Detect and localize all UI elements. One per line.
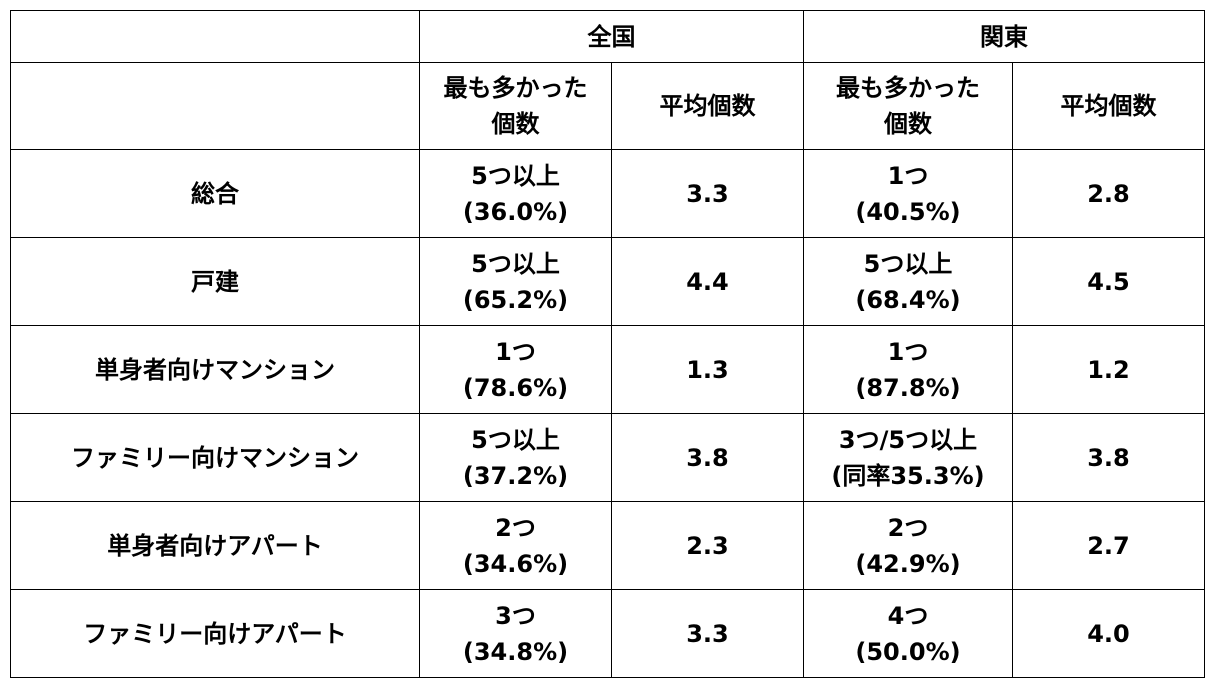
table-row: ファミリー向けマンション 5つ以上 (37.2%) 3.8 3つ/5つ以上 (同…	[10, 413, 1205, 502]
row-label: 単身者向けアパート	[10, 501, 420, 590]
kanto-average-cell: 1.2	[1012, 325, 1205, 414]
national-most-percent: (36.0%)	[462, 197, 569, 226]
column-header-most-line2: 個数	[884, 110, 932, 138]
column-header-national-most: 最も多かった 個数	[419, 62, 612, 150]
national-most-percent: (34.6%)	[462, 549, 569, 578]
kanto-most-percent: (40.5%)	[855, 197, 961, 226]
table-row: 戸建 5つ以上 (65.2%) 4.4 5つ以上 (68.4%) 4.5	[10, 237, 1205, 326]
row-label: 総合	[10, 149, 420, 238]
kanto-average-cell: 2.8	[1012, 149, 1205, 238]
column-header-row: 最も多かった 個数 平均個数 最も多かった 個数 平均個数	[10, 62, 1205, 150]
national-most-cell: 5つ以上 (36.0%)	[419, 149, 612, 238]
national-average-cell: 4.4	[611, 237, 804, 326]
kanto-average-cell: 2.7	[1012, 501, 1205, 590]
kanto-most-value: 2つ	[887, 513, 929, 542]
national-most-value: 5つ以上	[471, 249, 560, 278]
national-most-cell: 3つ (34.8%)	[419, 589, 612, 678]
kanto-average-cell: 3.8	[1012, 413, 1205, 502]
national-average-cell: 3.3	[611, 589, 804, 678]
column-header-kanto-most: 最も多かった 個数	[803, 62, 1013, 150]
kanto-most-cell: 1つ (87.8%)	[803, 325, 1013, 414]
column-header-most-line1: 最も多かった	[836, 74, 980, 102]
row-label: 戸建	[10, 237, 420, 326]
national-most-cell: 5つ以上 (37.2%)	[419, 413, 612, 502]
kanto-most-value: 4つ	[887, 601, 929, 630]
column-header-most-line2: 個数	[491, 110, 540, 138]
kanto-most-percent: (42.9%)	[855, 549, 961, 578]
comparison-table: 全国 関東 最も多かった 個数 平均個数 最も多かった 個数 平均個数 総合 5…	[10, 10, 1205, 678]
kanto-most-value: 1つ	[887, 161, 929, 190]
national-most-percent: (78.6%)	[462, 373, 569, 402]
table-row: ファミリー向けアパート 3つ (34.8%) 3.3 4つ (50.0%) 4.…	[10, 589, 1205, 678]
national-most-value: 3つ	[495, 601, 536, 630]
kanto-most-cell: 1つ (40.5%)	[803, 149, 1013, 238]
national-most-value: 5つ以上	[471, 161, 560, 190]
column-header-kanto-average: 平均個数	[1012, 62, 1205, 150]
national-average-cell: 3.8	[611, 413, 804, 502]
kanto-most-percent: (87.8%)	[855, 373, 961, 402]
corner-cell	[10, 10, 420, 63]
row-label-header-cell	[10, 62, 420, 150]
table-row: 総合 5つ以上 (36.0%) 3.3 1つ (40.5%) 2.8	[10, 149, 1205, 238]
kanto-average-cell: 4.5	[1012, 237, 1205, 326]
kanto-most-cell: 4つ (50.0%)	[803, 589, 1013, 678]
kanto-most-cell: 3つ/5つ以上 (同率35.3%)	[803, 413, 1013, 502]
row-label: ファミリー向けアパート	[10, 589, 420, 678]
kanto-most-percent: (68.4%)	[855, 285, 961, 314]
national-most-value: 5つ以上	[471, 425, 560, 454]
kanto-most-cell: 5つ以上 (68.4%)	[803, 237, 1013, 326]
national-most-value: 2つ	[495, 513, 536, 542]
national-most-cell: 5つ以上 (65.2%)	[419, 237, 612, 326]
kanto-most-cell: 2つ (42.9%)	[803, 501, 1013, 590]
kanto-most-value: 3つ/5つ以上	[838, 425, 978, 454]
column-header-national-average: 平均個数	[611, 62, 804, 150]
column-header-most-line1: 最も多かった	[443, 74, 588, 102]
row-label: ファミリー向けマンション	[10, 413, 420, 502]
national-most-percent: (37.2%)	[462, 461, 569, 490]
national-average-cell: 1.3	[611, 325, 804, 414]
region-header-row: 全国 関東	[10, 10, 1205, 63]
kanto-most-percent: (50.0%)	[855, 637, 961, 666]
national-most-percent: (34.8%)	[462, 637, 569, 666]
national-average-cell: 2.3	[611, 501, 804, 590]
kanto-most-percent: (同率35.3%)	[831, 461, 985, 490]
national-most-percent: (65.2%)	[462, 285, 569, 314]
kanto-most-value: 5つ以上	[863, 249, 953, 278]
national-most-value: 1つ	[495, 337, 536, 366]
region-header-national: 全国	[419, 10, 804, 63]
region-header-kanto: 関東	[803, 10, 1205, 63]
table-row: 単身者向けマンション 1つ (78.6%) 1.3 1つ (87.8%) 1.2	[10, 325, 1205, 414]
national-most-cell: 1つ (78.6%)	[419, 325, 612, 414]
national-average-cell: 3.3	[611, 149, 804, 238]
kanto-average-cell: 4.0	[1012, 589, 1205, 678]
national-most-cell: 2つ (34.6%)	[419, 501, 612, 590]
kanto-most-value: 1つ	[887, 337, 929, 366]
table-row: 単身者向けアパート 2つ (34.6%) 2.3 2つ (42.9%) 2.7	[10, 501, 1205, 590]
row-label: 単身者向けマンション	[10, 325, 420, 414]
